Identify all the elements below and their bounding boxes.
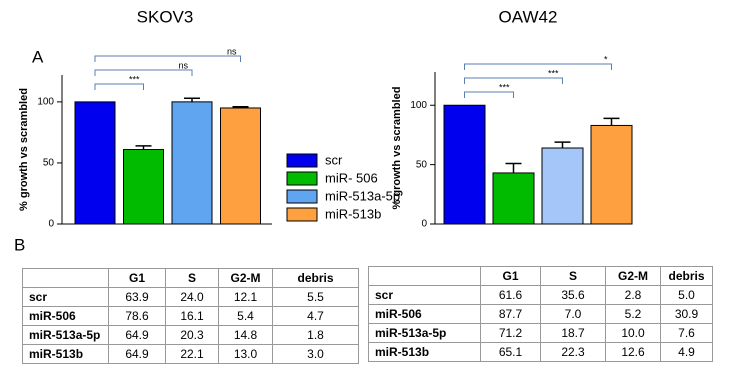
table-cell: G1 — [108, 268, 166, 288]
y-axis-label: % growth vs scrambled — [18, 88, 30, 211]
table-cell: miR-513a-5p — [368, 323, 481, 343]
table-cell: 71.2 — [480, 323, 541, 343]
table-cell: 3.0 — [272, 344, 359, 364]
error-bar — [505, 162, 522, 173]
bar — [492, 172, 535, 225]
table-cell: 14.8 — [218, 325, 273, 345]
table-cell: 18.7 — [540, 323, 606, 343]
table-cell: 7.6 — [660, 323, 713, 343]
significance-bracket — [464, 77, 563, 84]
table-cell: 35.6 — [540, 285, 606, 305]
table-cell: 22.1 — [165, 344, 219, 364]
significance-bracket — [94, 83, 144, 90]
y-tick-label: 50 — [416, 159, 428, 170]
table-cell — [368, 266, 481, 286]
bar — [123, 149, 164, 225]
table-cell: miR-506 — [368, 304, 481, 324]
legend-swatch — [286, 171, 318, 186]
table-cell: 5.4 — [218, 306, 273, 326]
table-cell: G1 — [480, 266, 541, 286]
legend-label: miR-513a-5p — [325, 188, 400, 203]
table-cell: 5.2 — [605, 304, 661, 324]
y-tick-label: 100 — [410, 100, 427, 111]
y-tick-label: 100 — [37, 97, 54, 108]
bar — [220, 107, 261, 225]
table-cell: 5.5 — [272, 287, 359, 307]
significance-label: ns — [227, 46, 237, 56]
error-bar — [603, 117, 620, 126]
bar — [541, 147, 584, 225]
table-cell: 13.0 — [218, 344, 273, 364]
table-cell: G2-M — [605, 266, 661, 286]
significance-label: ns — [178, 60, 188, 70]
table-cell: miR-513b — [368, 342, 481, 362]
significance-label: *** — [548, 68, 559, 78]
table-cell: debris — [272, 268, 359, 288]
table-cell: 24.0 — [165, 287, 219, 307]
table-cell: 16.1 — [165, 306, 219, 326]
bar — [74, 101, 116, 225]
table-cell: 5.0 — [660, 285, 713, 305]
legend-swatch — [286, 153, 318, 168]
table-cell: 30.9 — [660, 304, 713, 324]
legend-label: miR- 506 — [325, 170, 378, 185]
y-tick-label: 0 — [48, 219, 54, 230]
table-cell: S — [540, 266, 606, 286]
table-cell: 61.6 — [480, 285, 541, 305]
table-cell: 64.9 — [108, 325, 166, 345]
bar — [171, 101, 213, 225]
legend-label: miR-513b — [325, 206, 381, 221]
chart-title: SKOV3 — [137, 7, 194, 26]
legend-swatch — [286, 189, 318, 204]
table-cell: 7.0 — [540, 304, 606, 324]
table-cell: 20.3 — [165, 325, 219, 345]
y-tick-label: 0 — [421, 219, 427, 230]
table-cell — [22, 268, 109, 288]
panel-label: B — [14, 235, 25, 254]
table-cell: 2.8 — [605, 285, 661, 305]
table-cell: G2-M — [218, 268, 273, 288]
significance-bracket — [464, 63, 612, 70]
error-bar — [184, 97, 200, 102]
table-cell: 12.6 — [605, 342, 661, 362]
table-cell: scr — [368, 285, 481, 305]
table-cell: 78.6 — [108, 306, 166, 326]
table-cell: miR-513a-5p — [22, 325, 109, 345]
bar — [443, 104, 486, 225]
table-cell: miR-513b — [22, 344, 109, 364]
table-cell: scr — [22, 287, 109, 307]
table-cell: miR-506 — [22, 306, 109, 326]
panel-label: A — [32, 47, 44, 66]
table-cell: 1.8 — [272, 325, 359, 345]
significance-bracket — [94, 69, 193, 76]
significance-bracket — [94, 55, 241, 62]
significance-label: *** — [129, 74, 140, 84]
error-bar — [554, 141, 571, 148]
error-bar — [135, 145, 152, 150]
legend-label: scr — [325, 152, 343, 167]
table-cell: 65.1 — [480, 342, 541, 362]
table-cell: debris — [660, 266, 713, 286]
significance-bracket — [464, 91, 514, 98]
y-axis-label: % growth vs scrambled — [391, 87, 403, 210]
table-cell: 4.9 — [660, 342, 713, 362]
chart-title: OAW42 — [499, 7, 558, 26]
table-cell: 4.7 — [272, 306, 359, 326]
table-cell: 63.9 — [108, 287, 166, 307]
table-cell: 22.3 — [540, 342, 606, 362]
y-tick-label: 50 — [43, 158, 55, 169]
bar — [590, 124, 633, 225]
table-cell: 64.9 — [108, 344, 166, 364]
table-cell: 10.0 — [605, 323, 661, 343]
table-cell: 12.1 — [218, 287, 273, 307]
significance-label: *** — [499, 82, 510, 92]
legend-swatch — [286, 207, 318, 222]
table-cell: S — [165, 268, 219, 288]
table-cell: 87.7 — [480, 304, 541, 324]
data-table: G1 S G2-M debris scr 61.6 35.6 2.8 5.0 miR-506 87.… — [368, 266, 713, 362]
significance-label: * — [604, 54, 608, 64]
data-table: G1 S G2-M debris scr 63.9 24.0 12.1 5.5 miR-506 78… — [22, 268, 359, 364]
